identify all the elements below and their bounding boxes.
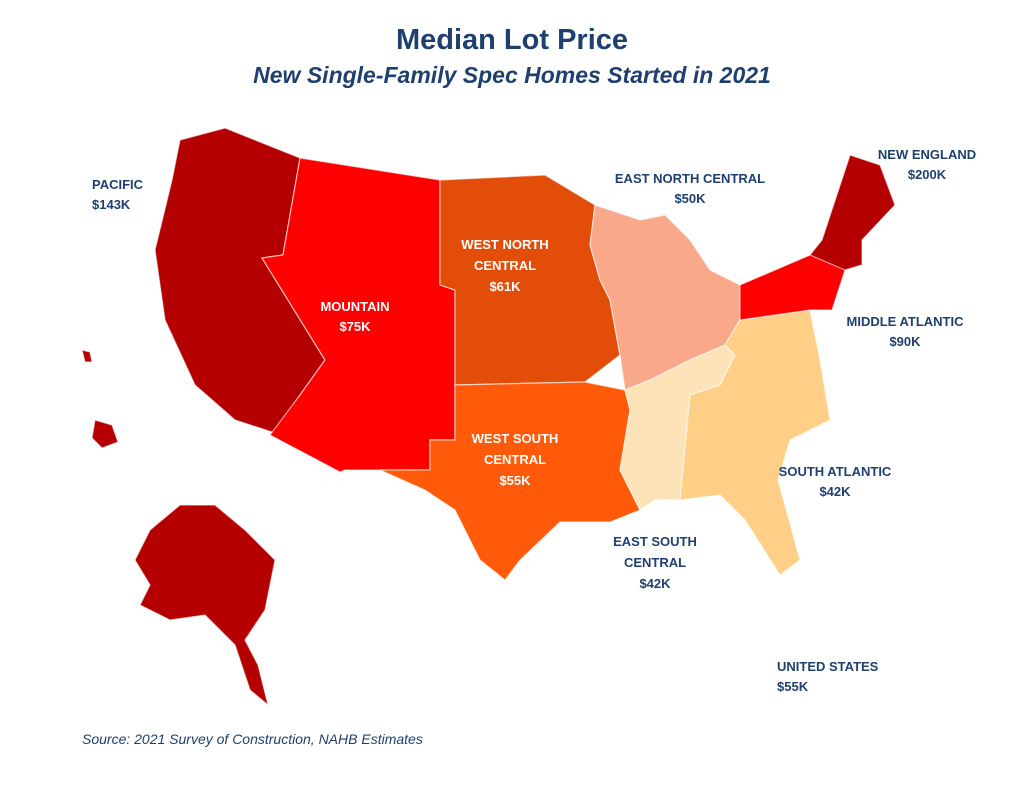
region-name: CENTRAL xyxy=(623,555,687,570)
map-title: Median Lot Price xyxy=(395,24,629,56)
region-name: WEST NORTH xyxy=(461,237,549,252)
region-name: NEW ENGLAND xyxy=(877,147,977,162)
region-name: WEST SOUTH xyxy=(471,431,559,446)
label-east-north-central: EAST NORTH CENTRAL $50K xyxy=(595,169,785,209)
label-new-england: NEW ENGLAND $200K xyxy=(862,145,992,185)
region-value: $61K xyxy=(489,279,521,294)
label-south-atlantic: SOUTH ATLANTIC $42K xyxy=(760,462,910,502)
region-pacific-hawaii-islands xyxy=(81,349,93,363)
region-value: $90K xyxy=(889,334,921,349)
region-name: MOUNTAIN xyxy=(320,299,390,314)
region-name: EAST NORTH CENTRAL xyxy=(614,171,766,186)
region-pacific-hawaii xyxy=(91,419,119,449)
region-value: $55K xyxy=(499,473,531,488)
region-value: $200K xyxy=(907,167,947,182)
region-name: MIDDLE ATLANTIC xyxy=(846,314,964,329)
region-value: $143K xyxy=(92,197,131,212)
label-east-south-central: EAST SOUTH CENTRAL $42K xyxy=(595,531,715,594)
region-value: $55K xyxy=(777,679,809,694)
region-pacific-alaska xyxy=(134,504,276,707)
source-note: Source: 2021 Survey of Construction, NAH… xyxy=(82,731,423,747)
label-united-states: UNITED STATES $55K xyxy=(777,657,878,697)
region-new-england xyxy=(809,154,896,271)
label-west-south-central: WEST SOUTH CENTRAL $55K xyxy=(455,428,575,491)
region-name: CENTRAL xyxy=(473,258,537,273)
region-name: CENTRAL xyxy=(483,452,547,467)
label-pacific: PACIFIC $143K xyxy=(92,175,143,215)
region-name: SOUTH ATLANTIC xyxy=(778,464,892,479)
region-south-atlantic xyxy=(679,309,831,576)
region-value: $42K xyxy=(819,484,851,499)
region-value: $42K xyxy=(639,576,671,591)
region-name: EAST SOUTH xyxy=(613,534,697,549)
region-value: $50K xyxy=(674,191,706,206)
map-subtitle: New Single-Family Spec Homes Started in … xyxy=(253,62,771,88)
region-name: PACIFIC xyxy=(92,177,144,192)
region-name: UNITED STATES xyxy=(777,659,879,674)
label-mountain: MOUNTAIN $75K xyxy=(300,297,410,337)
label-middle-atlantic: MIDDLE ATLANTIC $90K xyxy=(830,312,980,352)
label-west-north-central: WEST NORTH CENTRAL $61K xyxy=(445,234,565,297)
region-value: $75K xyxy=(339,319,371,334)
